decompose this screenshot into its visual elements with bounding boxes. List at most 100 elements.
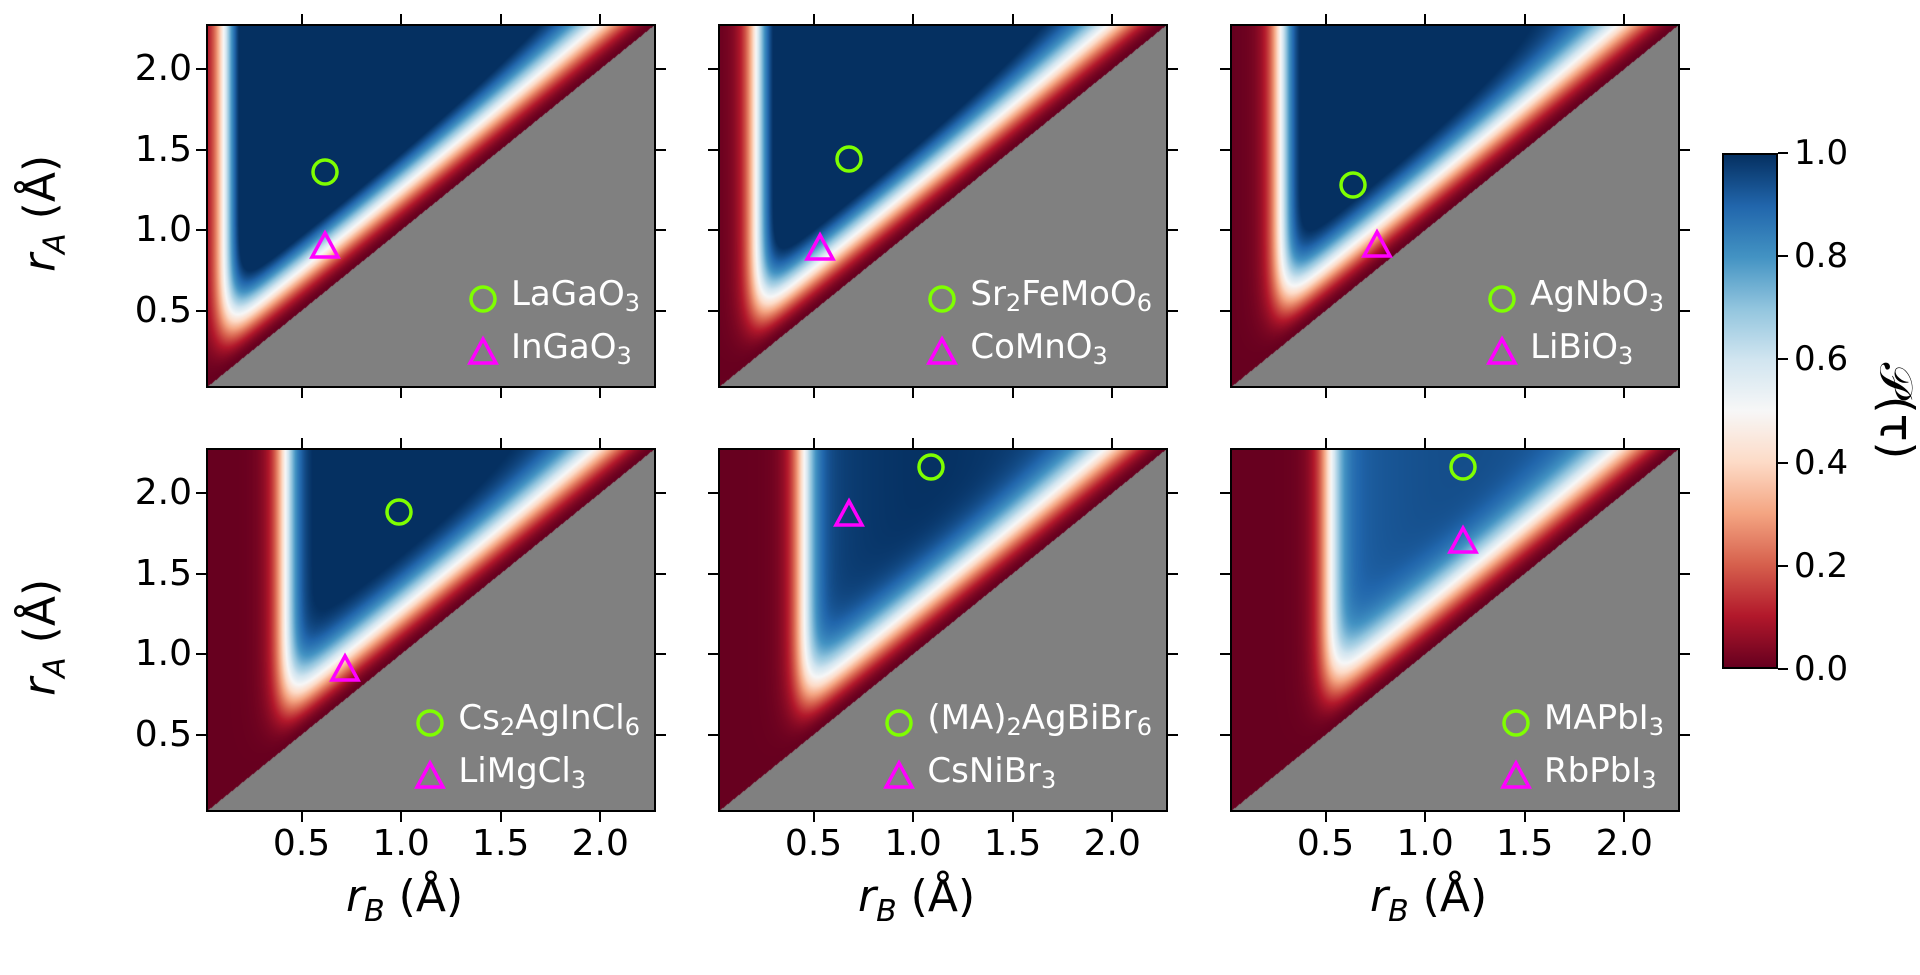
formula-part: CoMnO — [970, 327, 1093, 367]
y-tick-mark — [196, 653, 206, 656]
formula-subscript: 3 — [1641, 766, 1657, 794]
legend-entry-circle: Cs2AgInCl6 — [412, 696, 640, 749]
y-tick-mark — [196, 572, 206, 575]
legend: LaGaO3 InGaO3 — [465, 272, 640, 378]
colorbar-tick-label: 0.4 — [1794, 442, 1849, 483]
heatmap-panel: AgNbO3 LiBiO3 — [1230, 24, 1680, 388]
x-tick-mark — [300, 388, 303, 398]
formula-subscript: 3 — [1648, 713, 1664, 741]
formula-part: RbPbI — [1544, 751, 1642, 791]
formula-subscript: 3 — [1648, 289, 1664, 317]
y-tick-mark — [708, 148, 718, 151]
formula-subscript: 3 — [1618, 342, 1634, 370]
formula-part: AgInCl — [515, 698, 625, 738]
y-tick-mark — [1680, 733, 1690, 736]
legend-label: InGaO3 — [511, 325, 632, 378]
legend-entry-triangle: CsNiBr3 — [881, 749, 1152, 802]
circle-marker — [385, 498, 413, 527]
x-tick-mark — [1011, 812, 1014, 822]
colorbar-tick-label: 0.6 — [1794, 339, 1849, 380]
x-tick-mark — [1324, 388, 1327, 398]
circle-marker — [835, 145, 864, 174]
y-tick-mark — [1680, 492, 1690, 495]
heatmap-panel: LaGaO3 InGaO3 — [206, 24, 656, 388]
x-tick-mark — [300, 438, 303, 448]
axis-symbol: r — [14, 253, 66, 272]
y-tick-mark — [656, 309, 666, 312]
y-tick-mark — [708, 653, 718, 656]
x-tick-mark — [1011, 438, 1014, 448]
formula-part: (MA) — [927, 698, 1007, 738]
heatmap-image — [206, 448, 656, 812]
y-tick-label: 2.0 — [134, 48, 192, 90]
legend-label: CoMnO3 — [970, 325, 1107, 378]
legend-entry-circle: (MA)2AgBiBr6 — [881, 696, 1152, 749]
formula-part: CsNiBr — [927, 751, 1042, 791]
triangle-marker — [1361, 227, 1394, 258]
legend-entry-triangle: CoMnO3 — [924, 325, 1152, 378]
formula-part: LaGaO — [510, 274, 625, 314]
formula-subscript: 3 — [624, 289, 640, 317]
legend-triangle-icon — [1486, 334, 1519, 365]
y-tick-label: 1.5 — [134, 128, 192, 170]
y-tick-mark — [1168, 653, 1178, 656]
y-axis-label: rA (Å) — [15, 487, 81, 787]
x-tick-mark — [912, 14, 915, 24]
x-tick-mark — [1424, 388, 1427, 398]
heatmap-panel: Sr2FeMoO6 CoMnO3 — [718, 24, 1168, 388]
x-tick-mark — [400, 388, 403, 398]
y-tick-mark — [196, 733, 206, 736]
legend: MAPbI3 RbPbI3 — [1498, 696, 1664, 802]
legend-label: Sr2FeMoO6 — [970, 272, 1152, 325]
axis-symbol: r — [346, 871, 365, 922]
axis-unit: (Å) — [896, 871, 976, 922]
legend: AgNbO3 LiBiO3 — [1484, 272, 1664, 378]
y-tick-mark — [1220, 309, 1230, 312]
y-tick-mark — [1168, 229, 1178, 232]
x-tick-mark — [1011, 388, 1014, 398]
heatmap-image — [718, 24, 1168, 388]
x-tick-label: 1.0 — [372, 823, 430, 864]
x-tick-mark — [812, 438, 815, 448]
x-tick-mark — [400, 14, 403, 24]
y-tick-mark — [1220, 492, 1230, 495]
x-tick-mark — [1111, 388, 1114, 398]
x-tick-mark — [300, 14, 303, 24]
circle-marker — [917, 453, 945, 482]
legend-label: MAPbI3 — [1544, 696, 1664, 749]
legend-triangle-icon — [414, 758, 447, 789]
y-tick-mark — [1680, 229, 1690, 232]
y-tick-mark — [1680, 572, 1690, 575]
x-tick-mark — [1011, 14, 1014, 24]
legend-entry-circle: AgNbO3 — [1484, 272, 1664, 325]
x-tick-mark — [1424, 14, 1427, 24]
colorbar — [1722, 153, 1778, 669]
formula-part: InGaO — [510, 327, 617, 367]
formula-part: AgBiBr — [1021, 698, 1137, 738]
x-tick-mark — [499, 812, 502, 822]
x-tick-mark — [912, 388, 915, 398]
x-axis-label: rB (Å) — [858, 872, 975, 937]
formula-subscript: 2 — [1005, 289, 1022, 317]
colorbar-tick-mark — [1778, 461, 1788, 464]
heatmap-panel: (MA)2AgBiBr6 CsNiBr3 — [718, 448, 1168, 812]
colorbar-tick-label: 0.8 — [1794, 236, 1849, 277]
legend-label: Cs2AgInCl6 — [458, 696, 640, 749]
axis-subscript: B — [1388, 893, 1409, 929]
x-tick-label: 1.0 — [1396, 823, 1454, 864]
formula-subscript: 6 — [1136, 713, 1152, 741]
y-tick-label: 0.5 — [134, 289, 192, 331]
x-tick-label: 1.5 — [984, 823, 1042, 864]
y-tick-mark — [1220, 68, 1230, 71]
heatmap-panel: Cs2AgInCl6 LiMgCl3 — [206, 448, 656, 812]
formula-part: Sr — [970, 274, 1006, 314]
y-tick-mark — [708, 309, 718, 312]
formula-subscript: 2 — [499, 713, 516, 741]
legend-entry-triangle: LiMgCl3 — [412, 749, 640, 802]
x-tick-mark — [599, 388, 602, 398]
y-tick-mark — [1680, 68, 1690, 71]
x-tick-mark — [1623, 388, 1626, 398]
y-tick-mark — [1220, 733, 1230, 736]
formula-part: LiBiO — [1530, 327, 1619, 367]
legend-circle-icon — [469, 284, 497, 313]
